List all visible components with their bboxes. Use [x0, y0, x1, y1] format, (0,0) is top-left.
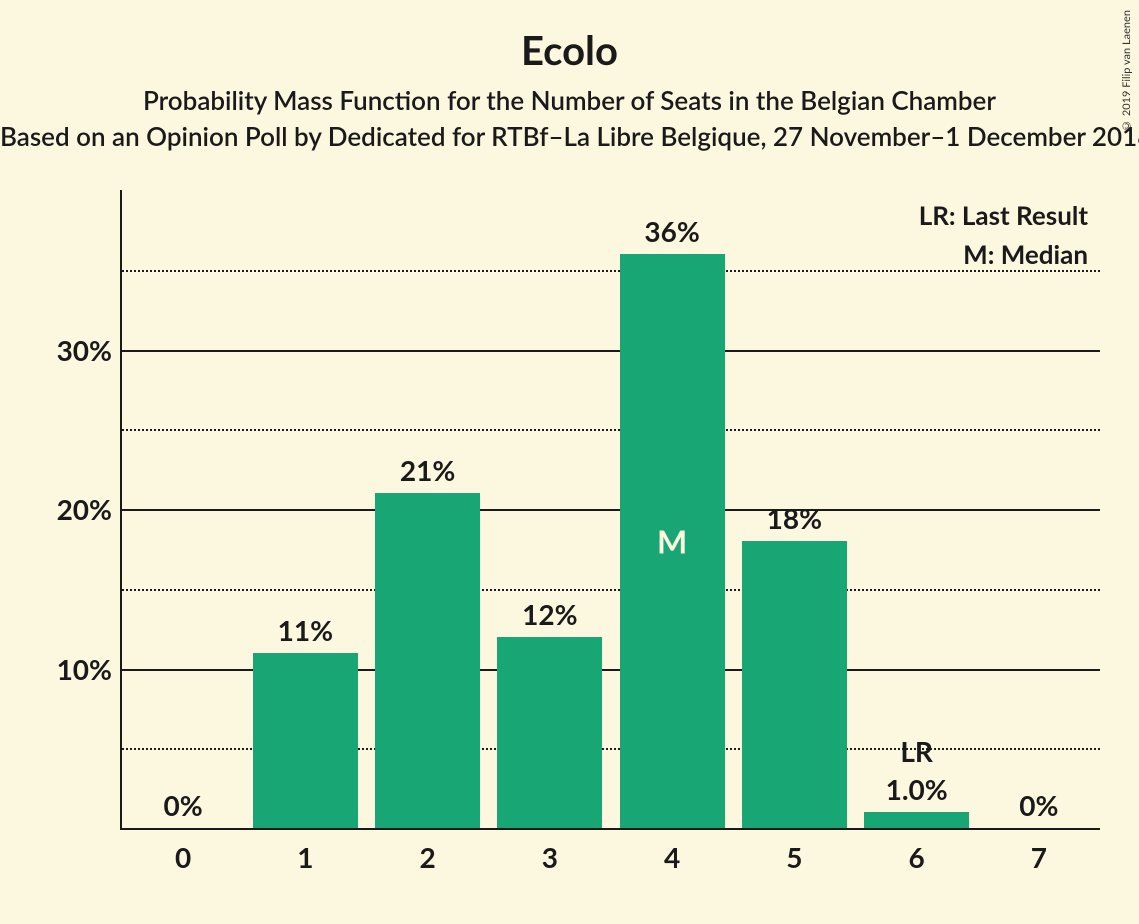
bar-value-label: 36%: [644, 214, 699, 248]
bar: 21%: [375, 493, 480, 828]
bar-column: 12%3: [489, 190, 611, 828]
bar: 18%: [742, 541, 847, 828]
bars-group: 0%011%121%212%336%M418%51.0%LR60%7: [122, 190, 1100, 828]
bar: 12%: [497, 637, 602, 828]
bar-column: 0%0: [122, 190, 244, 828]
bar-value-label: 18%: [767, 501, 822, 535]
bar-value-label: 11%: [278, 613, 333, 647]
x-tick-label: 0: [175, 840, 191, 874]
y-tick-label: 10%: [42, 652, 112, 686]
x-tick-label: 4: [664, 840, 680, 874]
bar-column: 1.0%LR6: [856, 190, 978, 828]
bar-value-label: 12%: [522, 597, 577, 631]
chart-title: Ecolo: [0, 0, 1139, 74]
bar: 36%M: [620, 254, 725, 828]
y-tick-label: 30%: [42, 333, 112, 367]
x-tick-label: 6: [909, 840, 925, 874]
bar-column: 11%1: [244, 190, 366, 828]
x-tick-label: 5: [786, 840, 802, 874]
y-tick-label: 20%: [42, 492, 112, 526]
bar-value-label: 1.0%: [886, 772, 948, 806]
bar-value-label: 21%: [400, 453, 455, 487]
copyright-text: © 2019 Filip van Laenen: [1120, 10, 1133, 132]
bar-column: 36%M4: [611, 190, 733, 828]
bar: 11%: [253, 653, 358, 828]
bar: 1.0%LR: [864, 812, 969, 828]
x-tick-label: 7: [1031, 840, 1047, 874]
x-tick-label: 1: [297, 840, 313, 874]
bar-column: 21%2: [367, 190, 489, 828]
bar-value-label: 0%: [1019, 788, 1058, 822]
chart-container: LR: Last Result M: Median 0%011%121%212%…: [60, 180, 1120, 880]
bar-column: 18%5: [733, 190, 855, 828]
chart-subtitle-2: Based on an Opinion Poll by Dedicated fo…: [0, 120, 1139, 152]
last-result-marker: LR: [900, 734, 933, 768]
chart-subtitle-1: Probability Mass Function for the Number…: [0, 84, 1139, 116]
bar-column: 0%7: [978, 190, 1100, 828]
x-tick-label: 3: [542, 840, 558, 874]
median-marker: M: [657, 521, 687, 560]
bar-value-label: 0%: [164, 788, 203, 822]
plot-area: LR: Last Result M: Median 0%011%121%212%…: [120, 190, 1100, 830]
x-tick-label: 2: [420, 840, 436, 874]
